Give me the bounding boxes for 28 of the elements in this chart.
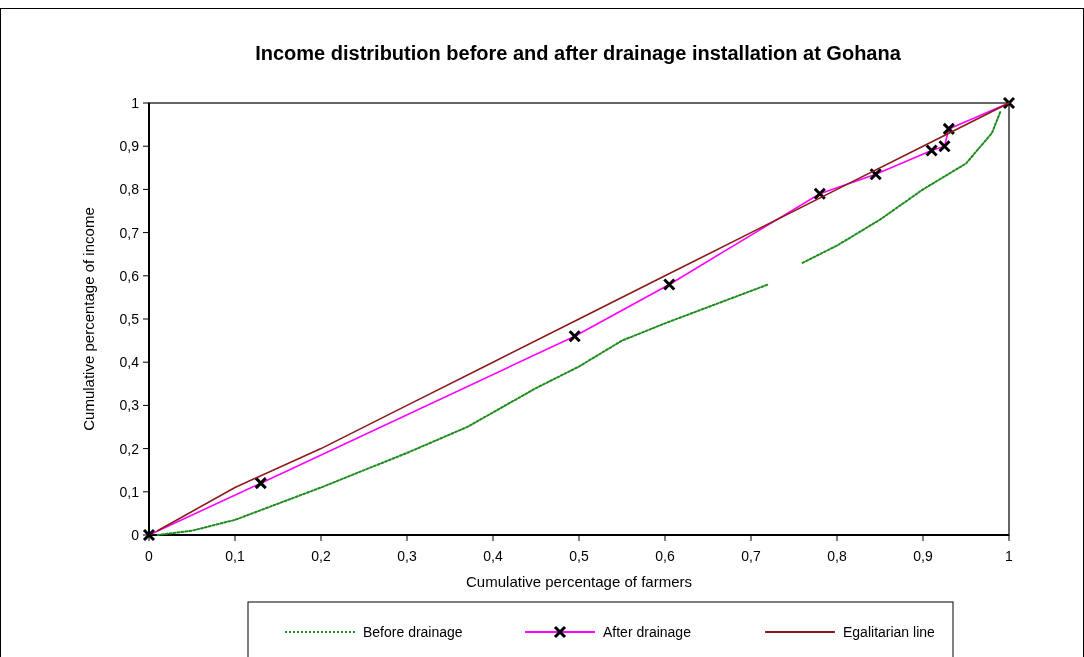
x-tick-label: 0,1 — [225, 548, 245, 564]
x-tick-label: 0,9 — [913, 548, 933, 564]
x-tick-label: 0 — [145, 548, 154, 564]
x-tick-label: 0,2 — [311, 548, 331, 564]
y-tick-label: 0,4 — [119, 354, 140, 371]
y-tick-label: 0,3 — [119, 397, 140, 414]
y-tick-label: 0,9 — [119, 138, 140, 155]
x-tick-label: 0,6 — [655, 548, 675, 564]
x-tick-label: 0,5 — [569, 548, 589, 564]
x-tick-label: 1 — [1005, 548, 1014, 564]
y-tick-label: 0,1 — [119, 483, 140, 500]
y-tick-label: 1 — [131, 95, 140, 111]
y-tick-label: 0,7 — [119, 224, 140, 241]
legend-label: Egalitarian line — [843, 624, 936, 640]
chart-title: Income distribution before and after drainage installation at Gohana — [255, 42, 902, 64]
x-tick-label: 0,3 — [397, 548, 417, 564]
y-tick-label: 0,6 — [119, 267, 140, 284]
y-tick-label: 0 — [131, 527, 140, 543]
legend-label: Before drainage — [363, 624, 463, 640]
y-tick-label: 0,8 — [119, 181, 140, 198]
y-tick-label: 0,2 — [119, 440, 140, 457]
y-axis-title: Cumulative percentage of income — [80, 207, 97, 431]
x-tick-label: 0,7 — [741, 548, 761, 564]
legend-label: After drainage — [603, 624, 692, 640]
y-tick-label: 0,5 — [119, 311, 140, 327]
x-tick-label: 0,4 — [483, 548, 503, 564]
x-tick-label: 0,8 — [827, 548, 847, 564]
x-axis-title: Cumulative percentage of farmers — [466, 573, 692, 590]
